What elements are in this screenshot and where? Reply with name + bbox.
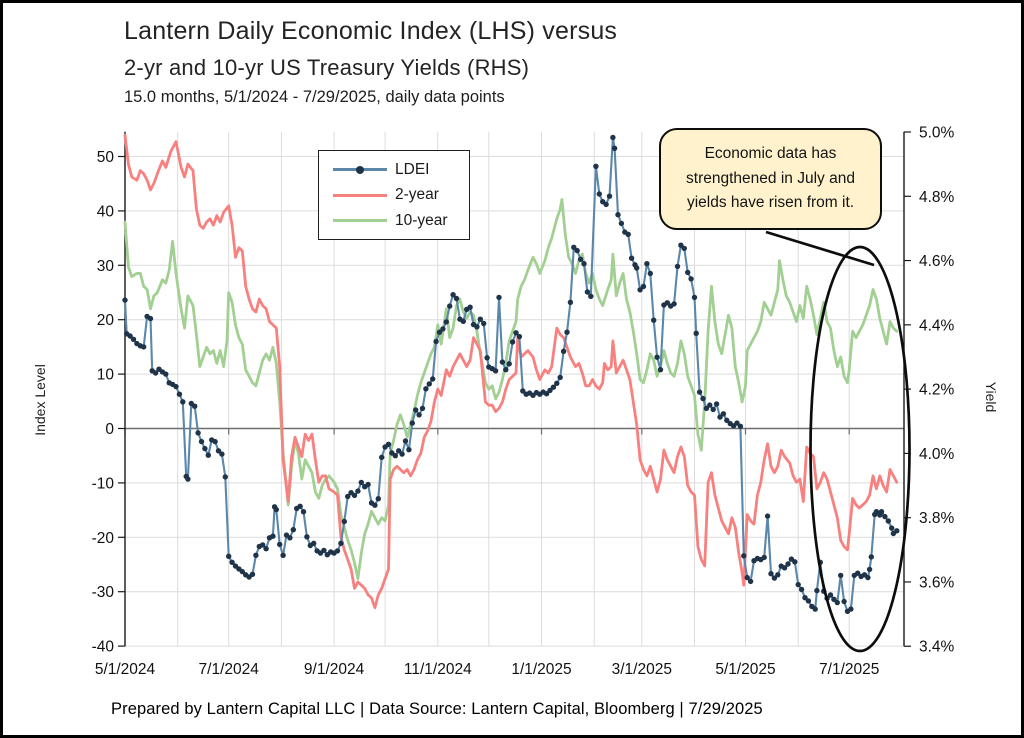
svg-text:7/1/2025: 7/1/2025: [819, 661, 879, 678]
ldei-marker-icon: [356, 165, 364, 174]
svg-text:0: 0: [105, 421, 114, 438]
date-range-subtitle: 15.0 months, 5/1/2024 - 7/29/2025, daily…: [124, 88, 505, 106]
svg-text:20: 20: [97, 312, 115, 329]
ten-year-line-swatch-icon: [333, 219, 387, 222]
svg-text:3/1/2025: 3/1/2025: [612, 661, 672, 678]
legend-label: LDEI: [395, 160, 430, 178]
page-subtitle: 2-yr and 10-yr US Treasury Yields (RHS): [124, 55, 530, 80]
svg-text:5.0%: 5.0%: [919, 125, 955, 142]
svg-text:11/1/2024: 11/1/2024: [404, 661, 472, 678]
series-ldei: [122, 134, 900, 614]
svg-text:5/1/2025: 5/1/2025: [715, 661, 775, 678]
two-year-line-swatch-icon: [333, 193, 387, 197]
axes: 50 40 30 20 10 0 -10 -20 -30 -40 5.0% 4.8% 4.6% 4.4% 4…: [92, 125, 955, 679]
svg-text:-20: -20: [92, 530, 115, 547]
svg-text:-30: -30: [92, 584, 115, 601]
annotation-text: Economic data has: [704, 145, 837, 163]
svg-text:3.6%: 3.6%: [919, 574, 955, 591]
svg-text:10: 10: [97, 367, 115, 384]
svg-text:30: 30: [97, 258, 115, 275]
svg-text:4.4%: 4.4%: [919, 317, 955, 334]
page-title: Lantern Daily Economic Index (LHS) versu…: [124, 17, 618, 45]
svg-text:4.0%: 4.0%: [919, 446, 955, 463]
callout-connector-line: [765, 230, 875, 267]
svg-text:40: 40: [97, 203, 115, 220]
svg-text:4.8%: 4.8%: [919, 189, 955, 206]
ldei-line-swatch-icon: [333, 165, 387, 174]
legend: LDEI 2-year 10-year: [318, 150, 470, 240]
svg-text:4.2%: 4.2%: [919, 382, 955, 399]
svg-text:-40: -40: [92, 639, 115, 656]
svg-text:5/1/2024: 5/1/2024: [95, 661, 156, 678]
annotation-text: strengthened in July and: [686, 169, 855, 187]
svg-text:1/1/2025: 1/1/2025: [511, 661, 571, 678]
left-axis-title: Index Level: [32, 364, 48, 436]
source-footer: Prepared by Lantern Capital LLC | Data S…: [111, 700, 763, 718]
annotation-text: yields have risen from it.: [686, 194, 855, 212]
right-axis-title: Yield: [983, 381, 999, 413]
legend-item-ldei: LDEI: [333, 161, 469, 179]
svg-text:-10: -10: [92, 475, 115, 492]
legend-item-10-year: 10-year: [333, 212, 469, 230]
series-10-year: [123, 198, 899, 581]
svg-text:9/1/2024: 9/1/2024: [304, 661, 365, 678]
legend-label: 2-year: [395, 186, 439, 203]
legend-label: 10-year: [395, 211, 448, 229]
legend-item-2-year: 2-year: [333, 186, 469, 204]
svg-text:4.6%: 4.6%: [919, 253, 955, 270]
july-highlight-ellipse: [809, 245, 911, 653]
svg-text:3.8%: 3.8%: [919, 510, 955, 527]
annotation-callout: Economic data has strengthened in July a…: [659, 128, 882, 230]
svg-text:3.4%: 3.4%: [919, 639, 955, 656]
svg-text:50: 50: [97, 149, 115, 166]
svg-text:7/1/2024: 7/1/2024: [199, 661, 260, 678]
annotation-shapes: [765, 230, 911, 653]
chart-canvas: 50 40 30 20 10 0 -10 -20 -30 -40 5.0% 4.8% 4.6% 4.4% 4…: [92, 125, 955, 679]
zero-line: [124, 427, 904, 435]
